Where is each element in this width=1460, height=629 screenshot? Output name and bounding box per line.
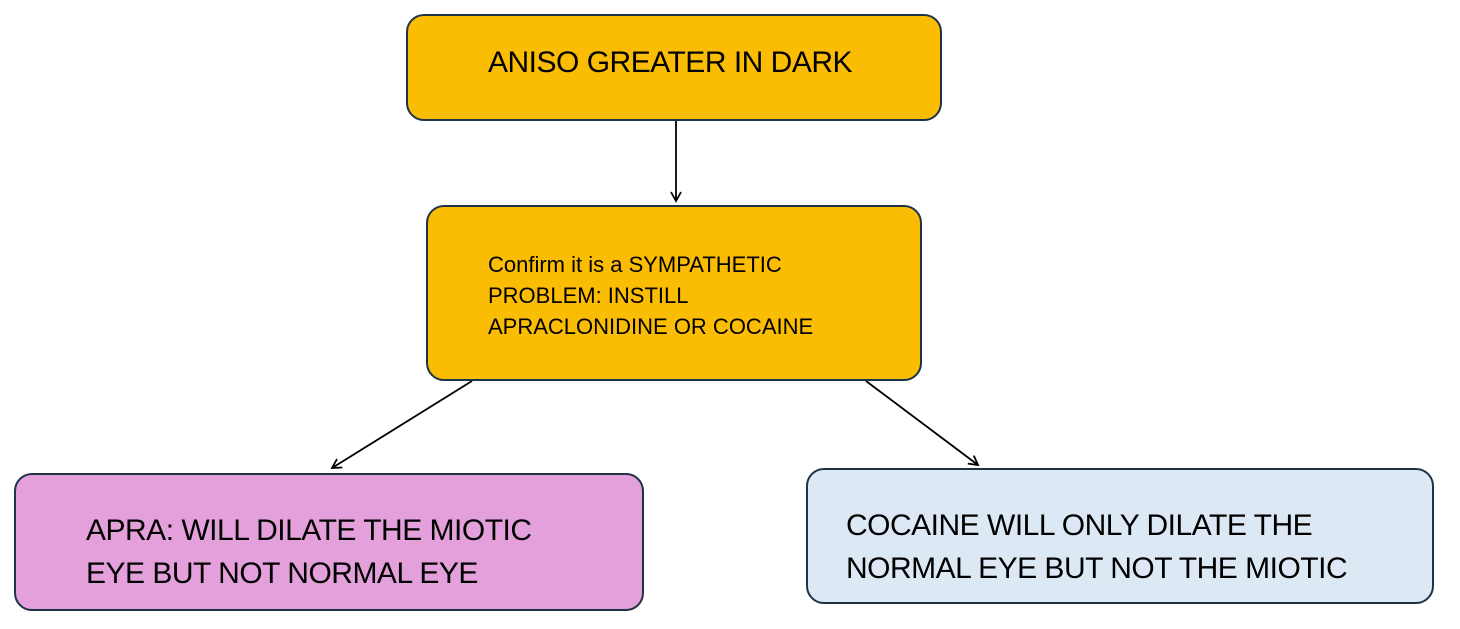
arrow-middle-to-left xyxy=(330,380,473,469)
node-left-line-1: APRA: WILL DILATE THE MIOTIC xyxy=(86,514,532,547)
node-left-line-2: EYE BUT NOT NORMAL EYE xyxy=(86,557,478,590)
node-middle-line-1: Confirm it is a SYMPATHETIC xyxy=(488,252,782,277)
node-middle-line-3: APRACLONIDINE OR COCAINE xyxy=(488,314,814,339)
node-right-line-1: COCAINE WILL ONLY DILATE THE xyxy=(846,509,1313,542)
node-apra-result: APRA: WILL DILATE THE MIOTIC EYE BUT NOT… xyxy=(14,473,644,611)
arrow-middle-to-right xyxy=(865,380,980,467)
node-top-text: ANISO GREATER IN DARK xyxy=(488,46,853,79)
node-middle-line-2: PROBLEM: INSTILL xyxy=(488,283,689,308)
node-confirm-sympathetic-problem: Confirm it is a SYMPATHETIC PROBLEM: INS… xyxy=(426,205,922,381)
node-cocaine-result: COCAINE WILL ONLY DILATE THE NORMAL EYE … xyxy=(806,468,1434,604)
node-right-line-2: NORMAL EYE BUT NOT THE MIOTIC xyxy=(846,552,1348,585)
node-aniso-greater-in-dark: ANISO GREATER IN DARK xyxy=(406,14,942,121)
